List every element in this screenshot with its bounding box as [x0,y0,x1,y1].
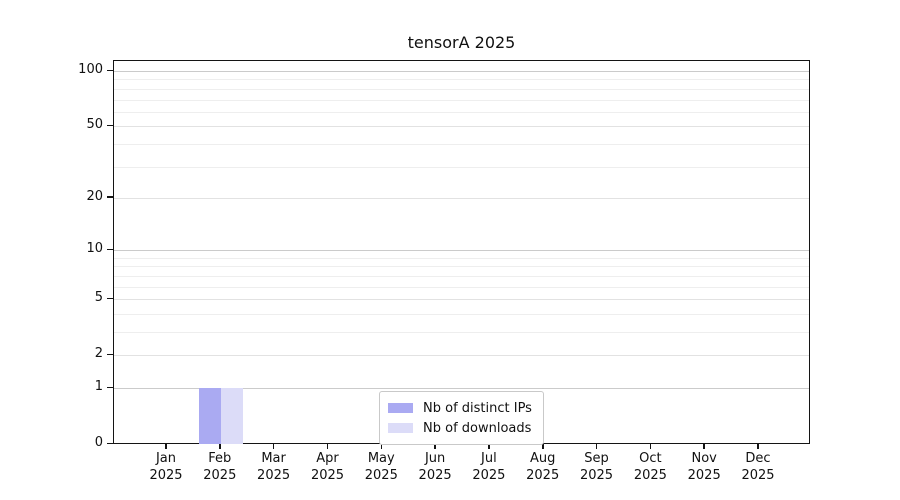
gridline-y-60 [114,111,809,113]
x-tick-label-jul: Jul 2025 [472,451,506,483]
legend-swatch-distinct-ips [388,403,413,413]
x-tick-label-aug: Aug 2025 [526,451,560,483]
bar-Feb-distinct-ips [198,388,221,444]
legend-label: Nb of distinct IPs [423,400,532,416]
y-tick-mark-0 [107,442,113,444]
y-tick-label-100: 100 [78,62,103,77]
x-tick-mark-mar [272,444,275,449]
gridline-y-9 [114,257,809,259]
y-tick-label-0: 0 [94,435,103,450]
gridline-y-40 [114,143,809,145]
x-tick-label-oct: Oct 2025 [633,451,667,483]
gridline-y-10 [114,250,809,252]
y-tick-label-10: 10 [86,241,103,257]
legend-item: Nb of distinct IPs [388,398,534,418]
x-tick-label-may: May 2025 [364,451,398,483]
y-tick-label-2: 2 [94,346,103,362]
x-tick-mark-jun [434,444,436,449]
gridline-y-20 [114,197,809,199]
x-tick-label-sep: Sep 2025 [579,451,614,483]
plot-area [113,60,810,444]
y-tick-mark-1 [107,386,113,388]
x-tick-label-dec: Dec 2025 [741,451,775,483]
x-tick-mark-may [380,444,382,449]
gridline-y-2 [114,355,809,357]
gridline-y-3 [114,332,809,333]
x-tick-mark-jul [488,444,490,449]
gridline-y-50 [114,126,809,128]
x-tick-label-feb: Feb 2025 [203,451,237,483]
x-tick-label-mar: Mar 2025 [257,451,291,483]
gridline-y-1 [114,388,809,389]
legend: Nb of distinct IPs Nb of downloads [379,391,544,445]
x-tick-mark-jan [165,444,167,449]
legend-item: Nb of downloads [388,418,534,438]
gridline-y-7 [114,275,809,277]
gridline-y-4 [114,313,809,315]
x-tick-mark-dec [757,444,759,449]
gridline-y-90 [114,79,809,81]
legend-label: Nb of downloads [423,420,532,436]
legend-swatch-downloads [388,423,413,433]
gridline-y-100 [114,71,809,72]
x-tick-label-jun: Jun 2025 [418,451,452,483]
y-tick-label-5: 5 [94,290,103,306]
x-tick-mark-nov [703,444,705,449]
x-tick-mark-feb [219,444,221,449]
y-tick-label-1: 1 [94,379,103,394]
gridline-y-70 [114,99,809,101]
y-tick-mark-10 [107,248,113,251]
y-tick-mark-20 [107,196,113,198]
x-tick-label-nov: Nov 2025 [687,451,721,483]
y-tick-mark-2 [107,353,113,356]
y-tick-mark-100 [107,69,113,71]
y-tick-label-20: 20 [86,188,103,204]
gridline-y-8 [114,266,809,268]
x-tick-mark-apr [326,444,329,449]
gridline-y-30 [114,166,809,168]
gridline-y-6 [114,286,809,288]
bar-Feb-downloads [220,388,243,444]
gridline-y-80 [114,88,809,90]
y-tick-mark-50 [107,124,113,127]
x-tick-label-jan: Jan 2025 [149,451,183,483]
y-tick-mark-5 [107,297,113,300]
x-tick-mark-aug [542,444,544,449]
chart-title: tensorA 2025 [407,33,516,52]
y-tick-label-50: 50 [86,117,103,133]
x-tick-label-apr: Apr 2025 [310,451,345,483]
gridline-y-5 [114,299,809,301]
x-tick-mark-sep [595,444,598,449]
x-tick-mark-oct [649,444,652,449]
